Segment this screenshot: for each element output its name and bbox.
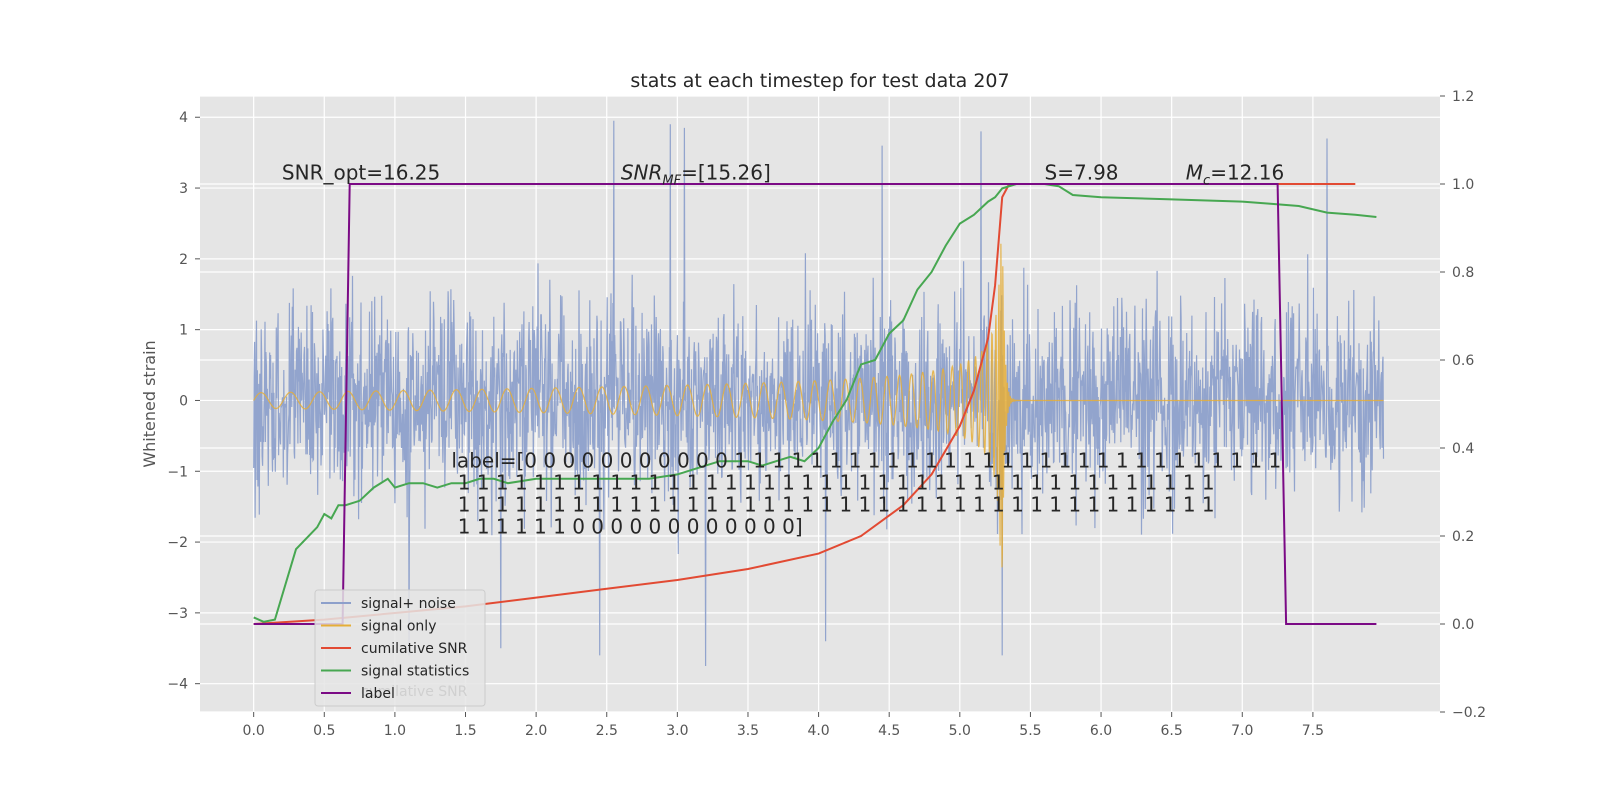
x-tick-label: 0.5 (313, 723, 335, 739)
y-tick-label: 1 (179, 323, 188, 339)
x-tick-label: 2.5 (596, 723, 618, 739)
y-right-tick-label: 0.8 (1452, 265, 1474, 281)
series-signal-noise (253, 120, 1385, 667)
x-tick-label: 4.5 (878, 723, 900, 739)
x-tick-label: 5.5 (1019, 723, 1041, 739)
x-tick-label: 4.0 (807, 723, 829, 739)
x-tick-label: 1.0 (384, 723, 406, 739)
y-right-tick-label: 1.0 (1452, 177, 1474, 193)
annotation: SNR_opt=16.25 (282, 161, 440, 185)
legend: cumilative SNR signal+ noise signal only cu… (314, 589, 486, 707)
legend-entry: signal+ noise (361, 596, 456, 612)
x-tick-label: 6.0 (1090, 723, 1112, 739)
x-tick-label: 7.5 (1302, 723, 1324, 739)
label-text-line: label=[0 0 0 0 0 0 0 0 0 0 0 1 1 1 1 1 1… (451, 449, 1281, 473)
annotation: SNRMF=[15.26] (621, 161, 771, 189)
y-right-tick-label: 0.2 (1452, 529, 1474, 545)
y-tick-label: 3 (179, 181, 188, 197)
label-text-line: 1 1 1 1 1 1 1 1 1 1 1 1 1 1 1 1 1 1 1 1 … (451, 493, 1214, 517)
x-tick-label: 1.5 (454, 723, 476, 739)
y-tick-label: −1 (167, 464, 188, 480)
y-right-tick-label: 0.4 (1452, 441, 1474, 457)
x-tick-label: 2.0 (525, 723, 547, 739)
annotations: SNR_opt=16.25 SNRMF=[15.26] S=7.98 Mc=12.16… (282, 161, 1284, 539)
label-text-line: 1 1 1 1 1 1 1 1 1 1 1 1 1 1 1 1 1 1 1 1 … (451, 471, 1214, 495)
x-tick-label: 0.0 (243, 723, 265, 739)
y-tick-label: 0 (179, 393, 188, 409)
legend-entry: label (361, 686, 395, 702)
y-tick-label: −4 (167, 677, 188, 693)
x-tick-label: 5.0 (949, 723, 971, 739)
axes: 0.0 0.5 1.0 1.5 2.0 2.5 3.0 3.5 4.0 4.5 5.0 5.5 6.0 6… (167, 89, 1486, 739)
series-signal-only (253, 243, 1384, 568)
x-tick-label: 3.5 (737, 723, 759, 739)
y-tick-label: −3 (167, 606, 188, 622)
legend-box (314, 589, 486, 707)
signal-only-line (253, 243, 1384, 568)
signal-noise-line (253, 120, 1385, 667)
label-text-line: 1 1 1 1 1 1 0 0 0 0 0 0 0 0 0 0 0 0] (451, 515, 802, 539)
chart-title: stats at each timestep for test data 207 (630, 70, 1009, 92)
x-tick-label: 7.0 (1231, 723, 1253, 739)
x-tick-label: 6.5 (1161, 723, 1183, 739)
y-tick-label: 2 (179, 252, 188, 268)
y-right-tick-label: 0.6 (1452, 353, 1474, 369)
legend-entry: cumilative SNR (361, 641, 468, 657)
y-right-tick-label: 1.2 (1452, 89, 1474, 105)
legend-overlap-text: cumilative SNR (361, 684, 468, 700)
y-right-tick-label: 0.0 (1452, 617, 1474, 633)
legend-entry: signal statistics (361, 664, 469, 680)
y-tick-label: 4 (179, 110, 188, 126)
y-right-tick-label: −0.2 (1452, 705, 1486, 721)
y-axis-label: Whitened strain (140, 340, 159, 467)
legend-entry: signal only (361, 619, 436, 635)
annotation: Mc=12.16 (1186, 161, 1284, 189)
y-tick-label: −2 (167, 535, 188, 551)
annotation: S=7.98 (1045, 161, 1119, 185)
x-tick-label: 3.0 (666, 723, 688, 739)
